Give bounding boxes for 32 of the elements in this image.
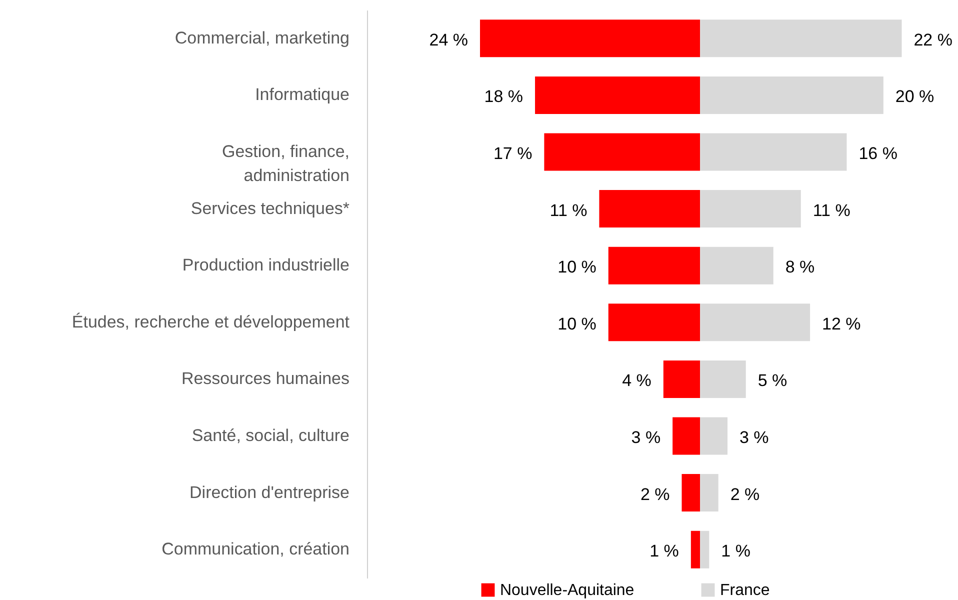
y-tick-label: Gestion, finance, administration [222,142,350,185]
y-tick-label: Direction d'entreprise [189,482,350,502]
data-label: 11 % [550,200,588,220]
data-label: 5 % [758,371,788,390]
data-label: 4 % [622,371,652,390]
data-label: 22 % [914,30,952,50]
data-label: 24 % [429,30,468,50]
y-tick-label: Informatique [255,85,350,104]
data-label: 10 % [558,258,596,277]
data-label: 10 % [558,314,596,334]
legend-label: France [720,582,770,599]
data-label: 2 % [640,484,670,504]
y-tick-label: Santé, social, culture [192,426,350,445]
data-label: 17 % [493,144,532,163]
data-label: 1 % [721,542,750,561]
data-label: 20 % [895,87,934,106]
y-tick-label: Communication, création [162,540,350,559]
data-label: 18 % [484,87,523,106]
y-tick-label: Ressources humaines [181,369,350,388]
legend-label: Nouvelle-Aquitaine [500,582,634,599]
data-label: 2 % [730,484,760,504]
data-label: 11 % [812,200,850,220]
data-label: 8 % [785,258,815,277]
y-tick-label: Études, recherche et développement [72,312,350,332]
y-tick-label: Production industrielle [182,256,350,275]
data-label: 3 % [631,428,660,447]
y-tick-label: Commercial, marketing [174,28,350,48]
data-label: 12 % [822,314,861,334]
data-label: 16 % [858,144,898,164]
data-label: 1 % [650,542,679,561]
y-tick-label: Services techniques* [190,198,350,218]
data-label: 3 % [740,428,769,447]
